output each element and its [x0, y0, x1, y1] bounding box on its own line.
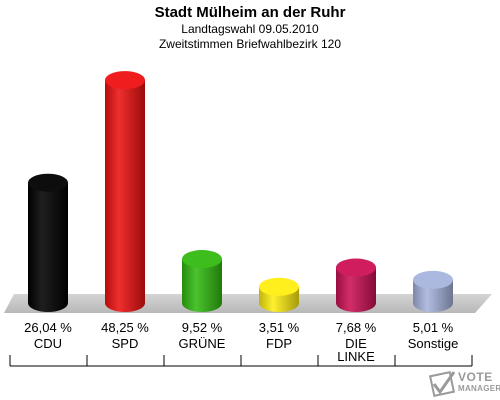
bar-die-linke [336, 258, 376, 312]
chart-subtitle-district: Zweitstimmen Briefwahlbezirk 120 [158, 37, 342, 51]
value-label: 3,51 % [259, 320, 300, 335]
bar-top-cap [413, 270, 453, 289]
chart-subtitle-election: Landtagswahl 09.05.2010 [181, 22, 319, 36]
chart-header: Stadt Mülheim an der Ruhr Landtagswahl 0… [0, 0, 500, 52]
bar-body [413, 279, 453, 312]
bar-body [28, 182, 68, 312]
category-label: GRÜNE [179, 336, 226, 351]
value-label: 5,01 % [413, 320, 454, 335]
bar-top-cap [28, 173, 68, 192]
value-label: 26,04 % [24, 320, 72, 335]
category-axis [9, 355, 473, 367]
vote-manager-logo: VOTE MANAGER [428, 366, 500, 400]
bar-top-cap [336, 258, 376, 277]
bar-cdu [28, 173, 68, 312]
category-label: FDP [266, 336, 292, 351]
logo-text-manager: MANAGER [458, 384, 500, 393]
bar-sonstige [413, 270, 453, 312]
category-label: SPD [112, 336, 139, 351]
bar-top-cap [182, 250, 222, 269]
value-label: 48,25 % [101, 320, 149, 335]
logo-text-vote: VOTE [458, 370, 493, 384]
value-label: 9,52 % [182, 320, 223, 335]
bar-spd [105, 71, 145, 313]
bar-top-cap [105, 71, 145, 90]
category-label: CDU [34, 336, 62, 351]
category-label: LINKE [337, 349, 375, 364]
bar-grüne [182, 250, 222, 312]
category-label: Sonstige [408, 336, 459, 351]
bars [28, 71, 453, 313]
bar-body [336, 267, 376, 312]
value-label: 7,68 % [336, 320, 377, 335]
bar-body [182, 259, 222, 312]
labels: 26,04 %CDU 48,25 %SPD 9,52 %GRÜNE 3,51 %FDP… [24, 320, 458, 364]
bar-fdp [259, 277, 299, 312]
bar-body [105, 80, 145, 313]
chart-title: Stadt Mülheim an der Ruhr [154, 4, 346, 21]
bar-top-cap [259, 277, 299, 296]
vote-check-icon [428, 370, 456, 398]
category-label: DIE [345, 336, 367, 351]
